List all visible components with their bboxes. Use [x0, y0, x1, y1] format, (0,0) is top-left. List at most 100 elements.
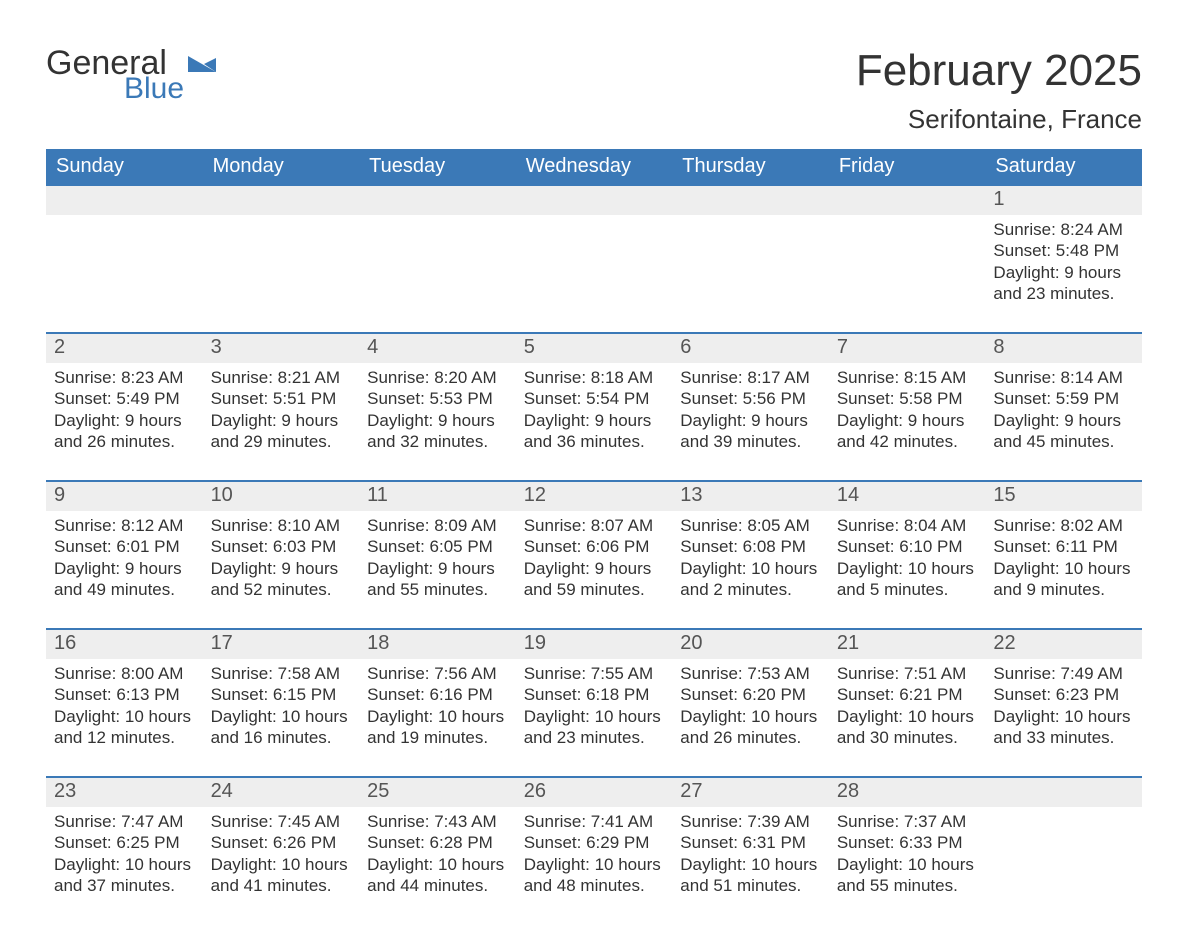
- daylight-text-line2: and 44 minutes.: [367, 875, 506, 896]
- sunset-text: Sunset: 5:59 PM: [993, 388, 1132, 409]
- day-number: 17: [203, 630, 360, 659]
- day-cell: [359, 215, 516, 308]
- day-cell: Sunrise: 7:45 AMSunset: 6:26 PMDaylight:…: [203, 807, 360, 900]
- day-cell: Sunrise: 8:09 AMSunset: 6:05 PMDaylight:…: [359, 511, 516, 604]
- day-number: 1: [985, 186, 1142, 215]
- daylight-text-line2: and 59 minutes.: [524, 579, 663, 600]
- sunset-text: Sunset: 6:25 PM: [54, 832, 193, 853]
- sunrise-text: Sunrise: 8:17 AM: [680, 367, 819, 388]
- sunrise-text: Sunrise: 7:41 AM: [524, 811, 663, 832]
- sunrise-text: Sunrise: 8:07 AM: [524, 515, 663, 536]
- day-cell: [203, 215, 360, 308]
- day-number: 24: [203, 778, 360, 807]
- day-number: 10: [203, 482, 360, 511]
- sunset-text: Sunset: 6:33 PM: [837, 832, 976, 853]
- day-cell: Sunrise: 8:07 AMSunset: 6:06 PMDaylight:…: [516, 511, 673, 604]
- sunset-text: Sunset: 6:08 PM: [680, 536, 819, 557]
- daylight-text-line2: and 12 minutes.: [54, 727, 193, 748]
- dow-sunday: Sunday: [46, 149, 203, 186]
- daylight-text-line2: and 19 minutes.: [367, 727, 506, 748]
- daylight-text-line2: and 26 minutes.: [54, 431, 193, 452]
- daylight-text-line1: Daylight: 10 hours: [680, 706, 819, 727]
- day-cell: Sunrise: 8:14 AMSunset: 5:59 PMDaylight:…: [985, 363, 1142, 456]
- daylight-text-line2: and 37 minutes.: [54, 875, 193, 896]
- daylight-text-line1: Daylight: 10 hours: [524, 854, 663, 875]
- sunrise-text: Sunrise: 7:56 AM: [367, 663, 506, 684]
- day-number: 13: [672, 482, 829, 511]
- daylight-text-line1: Daylight: 10 hours: [680, 854, 819, 875]
- daylight-text-line2: and 41 minutes.: [211, 875, 350, 896]
- day-cell: Sunrise: 8:12 AMSunset: 6:01 PMDaylight:…: [46, 511, 203, 604]
- day-cell: Sunrise: 8:18 AMSunset: 5:54 PMDaylight:…: [516, 363, 673, 456]
- day-cell: Sunrise: 7:39 AMSunset: 6:31 PMDaylight:…: [672, 807, 829, 900]
- day-cell: [985, 807, 1142, 900]
- day-number: 14: [829, 482, 986, 511]
- daylight-text-line1: Daylight: 10 hours: [524, 706, 663, 727]
- sunrise-text: Sunrise: 8:09 AM: [367, 515, 506, 536]
- day-detail-row: Sunrise: 7:47 AMSunset: 6:25 PMDaylight:…: [46, 807, 1142, 900]
- sunrise-text: Sunrise: 7:37 AM: [837, 811, 976, 832]
- sunset-text: Sunset: 5:54 PM: [524, 388, 663, 409]
- daylight-text-line1: Daylight: 9 hours: [367, 410, 506, 431]
- day-number-band: 2345678: [46, 334, 1142, 363]
- sunset-text: Sunset: 5:53 PM: [367, 388, 506, 409]
- daylight-text-line1: Daylight: 10 hours: [54, 854, 193, 875]
- day-detail-row: Sunrise: 8:24 AMSunset: 5:48 PMDaylight:…: [46, 215, 1142, 308]
- day-number: 6: [672, 334, 829, 363]
- day-number-band: 1: [46, 186, 1142, 215]
- dow-tuesday: Tuesday: [359, 149, 516, 186]
- daylight-text-line1: Daylight: 10 hours: [211, 706, 350, 727]
- day-number: [46, 186, 203, 215]
- sunset-text: Sunset: 6:18 PM: [524, 684, 663, 705]
- day-number: 22: [985, 630, 1142, 659]
- month-title: February 2025: [856, 46, 1142, 96]
- sunrise-text: Sunrise: 8:12 AM: [54, 515, 193, 536]
- day-cell: Sunrise: 7:55 AMSunset: 6:18 PMDaylight:…: [516, 659, 673, 752]
- daylight-text-line2: and 26 minutes.: [680, 727, 819, 748]
- daylight-text-line2: and 30 minutes.: [837, 727, 976, 748]
- sunrise-text: Sunrise: 7:47 AM: [54, 811, 193, 832]
- calendar-week: 2345678Sunrise: 8:23 AMSunset: 5:49 PMDa…: [46, 332, 1142, 456]
- daylight-text-line2: and 16 minutes.: [211, 727, 350, 748]
- day-cell: Sunrise: 7:58 AMSunset: 6:15 PMDaylight:…: [203, 659, 360, 752]
- sunset-text: Sunset: 6:11 PM: [993, 536, 1132, 557]
- sunset-text: Sunset: 6:29 PM: [524, 832, 663, 853]
- daylight-text-line2: and 23 minutes.: [524, 727, 663, 748]
- day-number: 20: [672, 630, 829, 659]
- sunset-text: Sunset: 5:58 PM: [837, 388, 976, 409]
- dow-wednesday: Wednesday: [516, 149, 673, 186]
- brand-word-blue: Blue: [124, 74, 184, 104]
- daylight-text-line1: Daylight: 10 hours: [837, 706, 976, 727]
- daylight-text-line1: Daylight: 10 hours: [211, 854, 350, 875]
- sunrise-text: Sunrise: 7:49 AM: [993, 663, 1132, 684]
- sunset-text: Sunset: 5:56 PM: [680, 388, 819, 409]
- calendar-grid: Sunday Monday Tuesday Wednesday Thursday…: [46, 149, 1142, 900]
- dow-friday: Friday: [829, 149, 986, 186]
- sunrise-text: Sunrise: 8:24 AM: [993, 219, 1132, 240]
- daylight-text-line1: Daylight: 10 hours: [680, 558, 819, 579]
- sunset-text: Sunset: 5:49 PM: [54, 388, 193, 409]
- daylight-text-line2: and 48 minutes.: [524, 875, 663, 896]
- title-block: February 2025 Serifontaine, France: [856, 46, 1142, 135]
- day-number-band: 16171819202122: [46, 630, 1142, 659]
- day-cell: Sunrise: 8:15 AMSunset: 5:58 PMDaylight:…: [829, 363, 986, 456]
- day-number: 12: [516, 482, 673, 511]
- location-subtitle: Serifontaine, France: [856, 104, 1142, 135]
- sunrise-text: Sunrise: 8:21 AM: [211, 367, 350, 388]
- sunrise-text: Sunrise: 7:39 AM: [680, 811, 819, 832]
- daylight-text-line1: Daylight: 9 hours: [367, 558, 506, 579]
- day-cell: Sunrise: 7:53 AMSunset: 6:20 PMDaylight:…: [672, 659, 829, 752]
- day-number: [359, 186, 516, 215]
- day-number-band: 9101112131415: [46, 482, 1142, 511]
- daylight-text-line2: and 36 minutes.: [524, 431, 663, 452]
- sunset-text: Sunset: 6:13 PM: [54, 684, 193, 705]
- day-number: 19: [516, 630, 673, 659]
- daylight-text-line2: and 32 minutes.: [367, 431, 506, 452]
- day-cell: Sunrise: 7:43 AMSunset: 6:28 PMDaylight:…: [359, 807, 516, 900]
- daylight-text-line1: Daylight: 10 hours: [837, 558, 976, 579]
- day-detail-row: Sunrise: 8:23 AMSunset: 5:49 PMDaylight:…: [46, 363, 1142, 456]
- day-cell: Sunrise: 8:05 AMSunset: 6:08 PMDaylight:…: [672, 511, 829, 604]
- daylight-text-line2: and 9 minutes.: [993, 579, 1132, 600]
- daylight-text-line2: and 23 minutes.: [993, 283, 1132, 304]
- daylight-text-line2: and 49 minutes.: [54, 579, 193, 600]
